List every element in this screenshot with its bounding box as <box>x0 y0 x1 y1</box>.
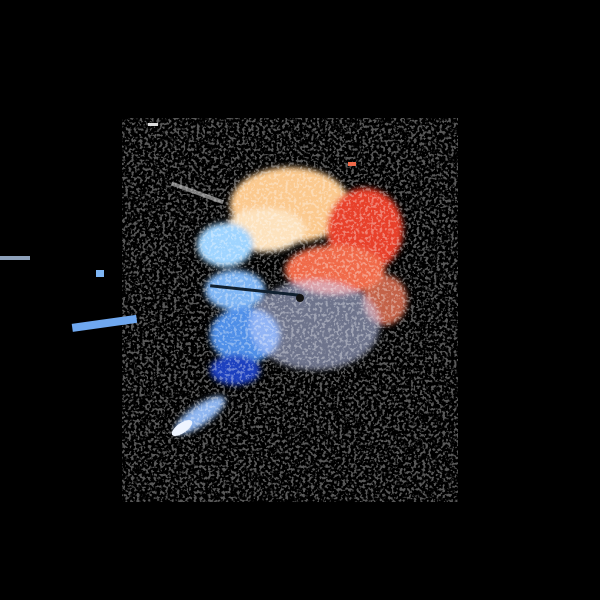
echo-far-west <box>0 256 30 260</box>
radar-site <box>296 294 304 302</box>
echo-nw-speck <box>148 123 158 126</box>
echo-west-band <box>71 314 138 332</box>
echo-ne-speck <box>348 162 356 166</box>
echo-sw-bright <box>171 419 193 437</box>
noise-overlay <box>150 150 430 470</box>
scattered-echoes <box>0 123 356 437</box>
echo-radial-line <box>210 284 300 297</box>
echo-nw-streaks <box>170 181 224 205</box>
echo-west-dot <box>96 270 104 277</box>
